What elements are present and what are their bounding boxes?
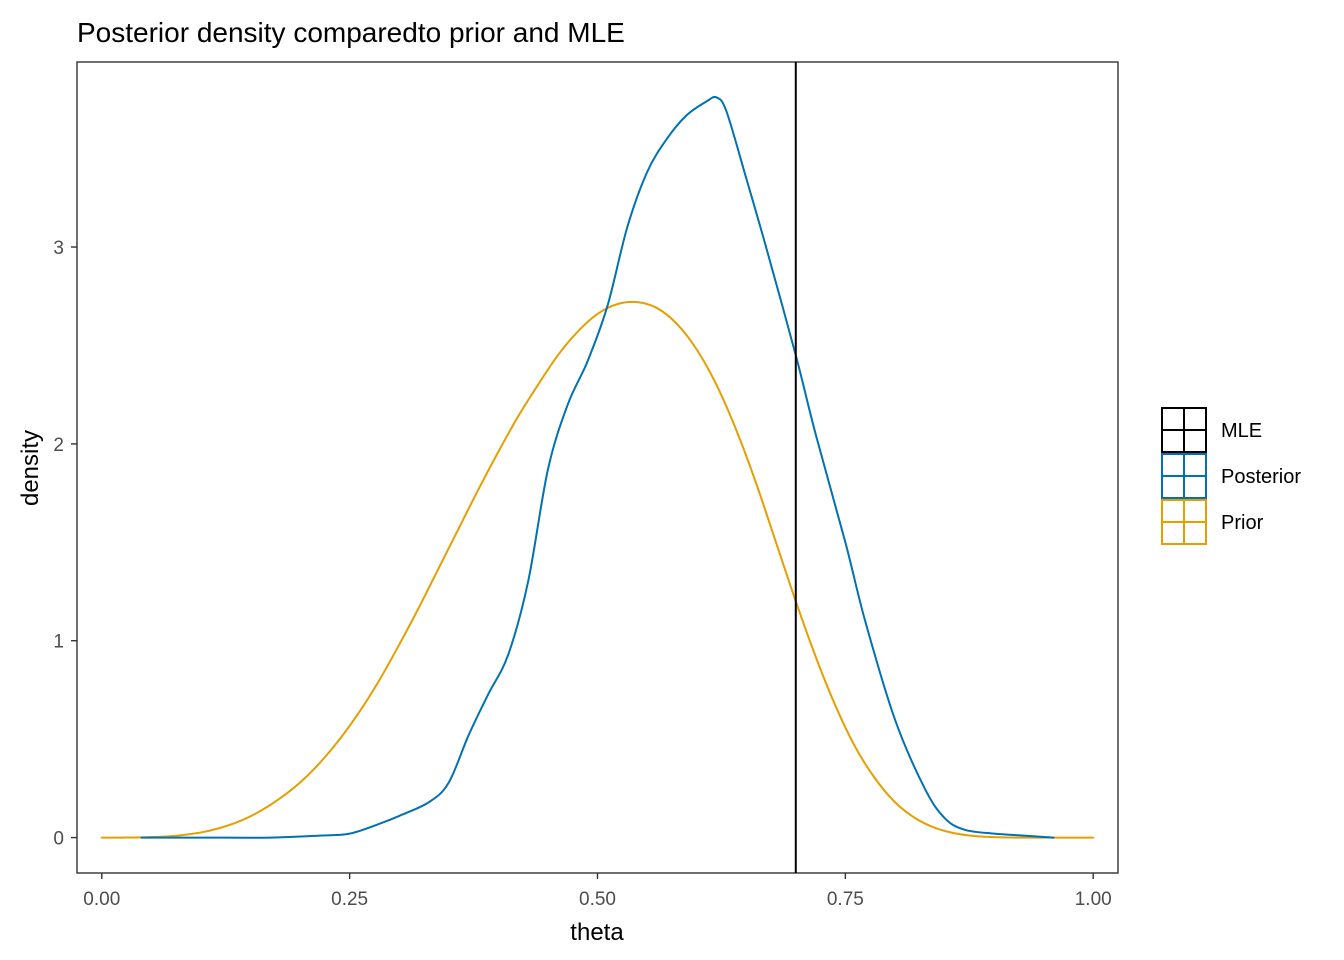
legend-label: Posterior: [1221, 466, 1301, 488]
legend-item-prior: Prior: [1161, 499, 1264, 545]
y-axis-title: density: [17, 430, 44, 506]
chart-title: Posterior density comparedto prior and M…: [77, 17, 625, 48]
legend-item-posterior: Posterior: [1161, 453, 1301, 499]
legend-label: Prior: [1221, 512, 1264, 534]
plot-panel: [76, 61, 1119, 874]
x-tick-label: 1.00: [1075, 889, 1112, 910]
x-axis-title: theta: [570, 919, 624, 946]
x-tick-label: 0.50: [579, 889, 616, 910]
y-tick-label: 2: [53, 435, 64, 456]
prior-density-line: [100, 300, 1095, 839]
x-tick-label: 0.25: [331, 889, 368, 910]
legend-label: MLE: [1221, 420, 1262, 442]
y-axis: 0 1 2 3: [53, 238, 77, 850]
x-axis: 0.00 0.25 0.50 0.75 1.00: [83, 873, 1112, 910]
legend: MLE Posterior Prior: [1161, 407, 1301, 545]
series-layer: [100, 62, 1095, 873]
legend-item-mle: MLE: [1161, 407, 1262, 453]
posterior-density-line: [140, 95, 1055, 839]
y-tick-label: 1: [53, 632, 64, 653]
x-tick-label: 0.75: [827, 889, 864, 910]
y-tick-label: 3: [53, 238, 64, 259]
x-tick-label: 0.00: [83, 889, 120, 910]
y-tick-label: 0: [53, 829, 64, 850]
